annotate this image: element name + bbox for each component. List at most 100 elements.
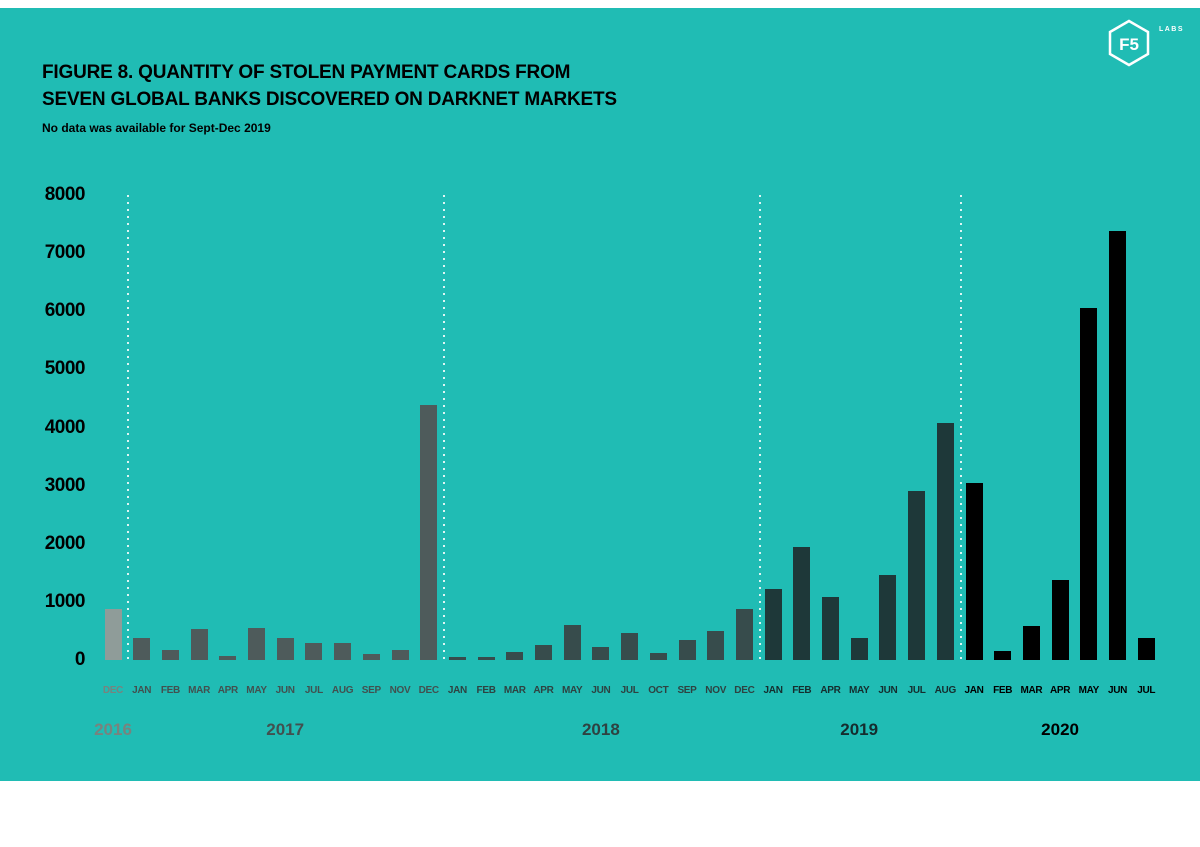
year-separator <box>959 195 962 660</box>
month-label-feb-2020: FEB <box>993 685 1013 696</box>
bar-jun-2018 <box>592 646 610 660</box>
y-axis-tick-label: 5000 <box>44 358 86 380</box>
figure-subtitle: No data was available for Sept-Dec 2019 <box>42 120 271 135</box>
bar-jun-2017 <box>276 637 294 660</box>
month-label-jan-2017: JAN <box>132 685 152 696</box>
month-label-mar-2018: MAR <box>503 685 526 696</box>
bar-may-2017 <box>248 628 265 660</box>
bar-apr-2018 <box>535 644 552 660</box>
month-label-jan-2018: JAN <box>447 685 467 696</box>
month-label-apr-2019: APR <box>820 685 841 696</box>
month-label-may-2018: MAY <box>561 685 583 696</box>
bar-jul-2020 <box>1137 637 1155 660</box>
month-label-feb-2019: FEB <box>792 685 812 696</box>
month-label-apr-2018: APR <box>533 685 554 696</box>
month-label-nov-2017: NOV <box>389 685 411 696</box>
bar-sep-2017 <box>362 654 380 660</box>
month-label-aug-2019: AUG <box>934 685 957 696</box>
bar-may-2020 <box>1080 308 1098 660</box>
bar-jan-2018 <box>448 657 466 660</box>
bar-dec-2016 <box>104 608 122 660</box>
year-label-2016: 2016 <box>94 720 132 739</box>
month-label-jun-2019: JUN <box>878 685 898 696</box>
year-separator <box>443 195 446 660</box>
y-axis: 8000 7000 6000 5000 4000 3000 2000 1000 0 <box>28 184 86 670</box>
y-axis-tick-label: 7000 <box>44 242 86 264</box>
bar-jul-2018 <box>621 632 639 660</box>
bar-may-2018 <box>563 625 581 660</box>
bar-jun-2020 <box>1109 231 1126 660</box>
bar-apr-2019 <box>822 596 839 660</box>
bar-may-2019 <box>850 637 868 660</box>
month-label-apr-2020: APR <box>1049 685 1071 696</box>
bar-nov-2018 <box>707 630 725 660</box>
year-label-2018: 2018 <box>581 720 620 739</box>
month-label-jun-2020: JUN <box>1107 685 1128 696</box>
bar-aug-2017 <box>334 643 352 660</box>
y-axis-tick-label: 6000 <box>44 300 86 322</box>
month-label-jan-2019: JAN <box>763 685 783 696</box>
bar-feb-2020 <box>994 651 1012 660</box>
figure-title-line2: SEVEN GLOBAL BANKS DISCOVERED ON DARKNET… <box>42 88 617 110</box>
bar-dec-2017 <box>420 405 438 660</box>
bar-oct-2018 <box>649 653 667 660</box>
month-label-oct-2018: OCT <box>648 685 669 696</box>
month-label-apr-2017: APR <box>217 685 239 696</box>
bar-jun-2019 <box>879 575 897 660</box>
y-axis-tick-label: 0 <box>74 649 86 670</box>
y-axis-tick-label: 8000 <box>44 184 86 205</box>
bar-apr-2020 <box>1051 579 1069 660</box>
month-label-nov-2018: NOV <box>705 685 727 696</box>
bar-jul-2019 <box>908 491 926 660</box>
month-label-may-2019: MAY <box>848 685 870 696</box>
bar-mar-2017 <box>190 628 208 660</box>
bar-feb-2019 <box>793 546 811 660</box>
year-label-2017: 2017 <box>266 720 305 739</box>
bar-apr-2017 <box>219 655 237 660</box>
y-axis-tick-label: 1000 <box>44 590 86 612</box>
bar-feb-2017 <box>161 650 179 660</box>
f5-labs-logo: F5 LABS <box>1103 18 1184 68</box>
month-label-sep-2017: SEP <box>361 685 381 696</box>
bar-jan-2020 <box>965 482 983 660</box>
bar-mar-2020 <box>1022 625 1040 660</box>
bar-aug-2019 <box>936 422 954 660</box>
y-axis-tick-label: 2000 <box>44 532 86 554</box>
bar-jan-2017 <box>133 637 151 660</box>
month-label-dec-2018: DEC <box>734 685 755 696</box>
month-label-sep-2018: SEP <box>677 685 697 696</box>
bar-jan-2019 <box>764 588 782 660</box>
bar-nov-2017 <box>391 649 409 660</box>
month-label-jun-2017: JUN <box>275 685 295 696</box>
year-label-2020: 2020 <box>1041 720 1079 739</box>
figure-title-line1: FIGURE 8. QUANTITY OF STOLEN PAYMENT CAR… <box>42 62 571 83</box>
bar-feb-2018 <box>477 656 495 660</box>
month-label-jul-2017: JUL <box>304 685 323 696</box>
month-label-mar-2017: MAR <box>188 685 211 696</box>
year-separator <box>127 195 130 660</box>
month-label-may-2017: MAY <box>246 685 267 696</box>
bar-mar-2018 <box>506 652 524 660</box>
figure-header: FIGURE 8. QUANTITY OF STOLEN PAYMENT CAR… <box>42 60 617 135</box>
month-label-dec-2016: DEC <box>102 685 124 696</box>
month-label-feb-2017: FEB <box>160 685 180 696</box>
month-label-feb-2018: FEB <box>476 685 496 696</box>
figure-canvas: FIGURE 8. QUANTITY OF STOLEN PAYMENT CAR… <box>0 8 1200 781</box>
year-label-2019: 2019 <box>840 720 879 739</box>
month-label-dec-2017: DEC <box>418 685 440 696</box>
month-label-jul-2018: JUL <box>620 685 639 696</box>
month-label-jul-2019: JUL <box>907 685 926 696</box>
f5-hexagon-icon: F5 <box>1108 19 1150 67</box>
y-axis-tick-label: 4000 <box>44 416 86 438</box>
month-label-mar-2020: MAR <box>1020 685 1043 696</box>
month-label-jun-2018: JUN <box>591 685 611 696</box>
y-axis-tick-label: 3000 <box>44 474 86 496</box>
month-label-aug-2017: AUG <box>331 685 354 696</box>
bar-chart-plot-area: DEC 2016 JAN FEB MAR APR MAY JUN JUL AUG SEP NOV DEC… <box>94 195 1162 847</box>
month-label-may-2020: MAY <box>1078 685 1100 696</box>
f5-logo-text: F5 <box>1119 35 1139 54</box>
year-separator <box>758 195 761 660</box>
month-label-jan-2020: JAN <box>964 685 984 696</box>
labs-logo-text: LABS <box>1158 26 1184 33</box>
bar-sep-2018 <box>678 640 696 660</box>
